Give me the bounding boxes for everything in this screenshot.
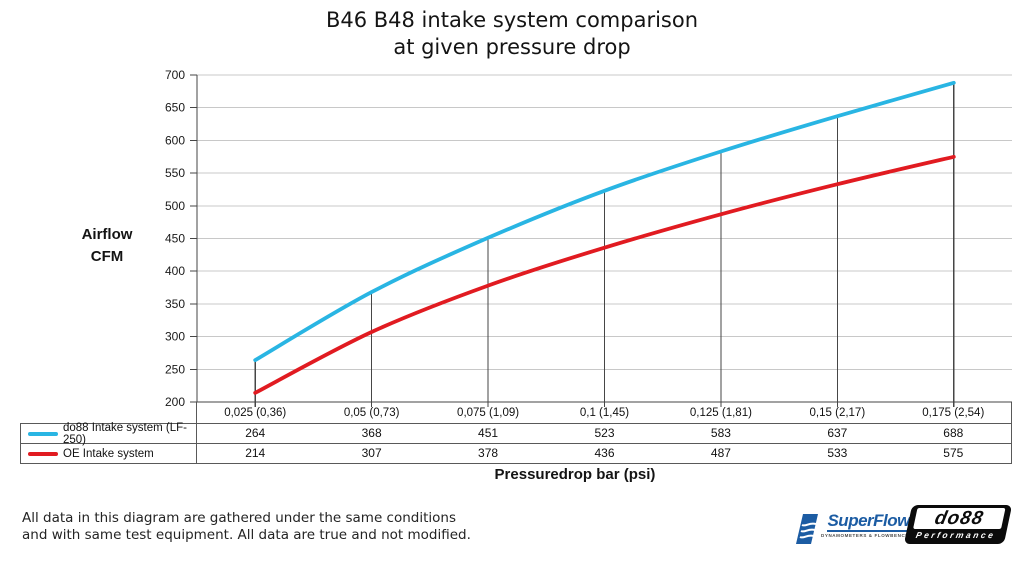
table-value-cell: 368 [313, 424, 430, 444]
footnote-line2: and with same test equipment. All data a… [22, 527, 471, 543]
x-axis-category-label: 0,15 (2,17) [779, 402, 896, 424]
x-axis-category-label: 0,05 (0,73) [313, 402, 430, 424]
x-axis-category-label: 0,025 (0,36) [197, 402, 314, 424]
table-value-cell: 451 [429, 424, 547, 444]
x-axis-title: Pressuredrop bar (psi) [494, 466, 656, 483]
do88-logo-inner: do88 [913, 508, 1006, 529]
do88-logo: do88 Performance [903, 505, 1013, 544]
legend-swatch [28, 431, 58, 436]
do88-subtitle: Performance [914, 530, 997, 540]
series-line-do88 [253, 80, 956, 363]
table-value-cell: 264 [197, 424, 314, 444]
x-axis-category-label: 0,075 (1,09) [429, 402, 547, 424]
superflow-tagline: DYNAMOMETERS & FLOWBENCHES [821, 533, 917, 538]
chart-title-line2: at given pressure drop [393, 35, 631, 59]
y-axis-title: Airflow CFM [58, 224, 156, 268]
table-value-cell: 575 [895, 444, 1012, 464]
table-value-cell: 637 [779, 424, 896, 444]
table-value-cell: 583 [662, 424, 780, 444]
superflow-logo: SuperFlow DYNAMOMETERS & FLOWBENCHES [791, 512, 916, 546]
table-value-cell: 307 [313, 444, 430, 464]
do88-name: do88 [932, 508, 986, 529]
y-tick-label: 350 [165, 297, 185, 311]
y-tick-label: 700 [165, 68, 185, 82]
x-axis-category-label: 0,175 (2,54) [895, 402, 1012, 424]
y-tick-label: 300 [165, 330, 185, 344]
table-value-cell: 214 [197, 444, 314, 464]
table-value-cell: 523 [546, 424, 663, 444]
footnote-line1: All data in this diagram are gathered un… [22, 510, 456, 526]
table-value-cell: 436 [546, 444, 663, 464]
table-value-cell: 688 [895, 424, 1012, 444]
superflow-name: SuperFlow [827, 511, 910, 532]
table-value-cell: 487 [662, 444, 780, 464]
y-tick-label: 500 [165, 199, 185, 213]
data-table: 0,025 (0,36) 0,05 (0,73) 0,075 (1,09) 0,1 (… [20, 402, 1012, 464]
table-value-cell: 378 [429, 444, 547, 464]
legend-swatch [28, 451, 58, 456]
y-tick-label: 250 [165, 362, 185, 376]
y-tick-label: 450 [165, 232, 185, 246]
y-tick-label: 600 [165, 133, 185, 147]
legend-item: do88 Intake system (LF-250) [20, 421, 197, 446]
chart-title: B46 B48 intake system comparison at give… [0, 7, 1024, 61]
superflow-text: SuperFlow DYNAMOMETERS & FLOWBENCHES [821, 512, 916, 538]
footnote-text: All data in this diagram are gathered un… [22, 510, 471, 544]
series-line-oe [253, 154, 956, 395]
superflow-icon [796, 514, 818, 544]
y-tick-label: 650 [165, 101, 185, 115]
y-axis-title-line2: CFM [90, 248, 124, 265]
x-axis-category-label: 0,125 (1,81) [662, 402, 780, 424]
x-axis-category-label: 0,1 (1,45) [546, 402, 663, 424]
y-tick-label: 400 [165, 264, 185, 278]
y-axis-title-line1: Airflow [81, 226, 133, 243]
table-value-cell: 533 [779, 444, 896, 464]
legend-label: OE Intake system [63, 447, 154, 460]
table-corner [20, 402, 197, 424]
chart-title-line1: B46 B48 intake system comparison [325, 8, 699, 32]
legend-label: do88 Intake system (LF-250) [63, 421, 187, 446]
y-tick-label: 550 [165, 166, 185, 180]
legend-item: OE Intake system [20, 444, 197, 464]
